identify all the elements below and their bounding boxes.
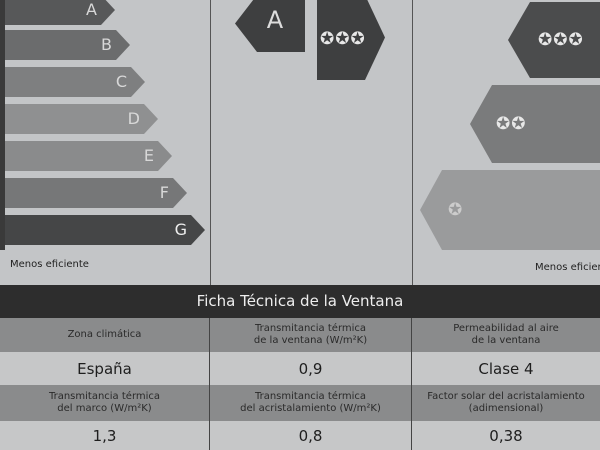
class-bar-c: C [5,67,145,97]
table-value-row: España 0,9 Clase 4 [0,352,600,385]
table-value-row: 1,3 0,8 0,38 [0,421,600,450]
less-efficient-label: Menos eficiente [10,259,89,270]
header-cell: Factor solar del acristalamiento (adimen… [412,385,600,421]
header-cell: Transmitancia térmica del acristalamient… [210,385,412,421]
value-cell: 0,9 [210,352,412,385]
table-header-row: Zona climática Transmitancia térmica de … [0,318,600,352]
scale-edge [0,0,5,250]
class-bar-a: A [5,0,115,25]
value-cell: 0,38 [412,421,600,450]
table-header-row: Transmitancia térmica del marco (W/m²K) … [0,385,600,421]
window-class-badge: A [235,0,305,52]
divider [210,0,211,285]
value-cell: 0,8 [210,421,412,450]
value-cell: 1,3 [0,421,210,450]
permeability-level-3: ✪✪✪ [508,2,600,78]
header-cell: Transmitancia térmica del marco (W/m²K) [0,385,210,421]
class-bar-d: D [5,104,158,134]
less-efficient-label-right: Menos eficiente [535,262,600,273]
permeability-level-2: ✪✪ [470,85,600,163]
value-cell: España [0,352,210,385]
divider [412,0,413,285]
class-bar-e: E [5,141,172,171]
header-cell: Transmitancia térmica de la ventana (W/m… [210,318,412,352]
class-bar-f: F [5,178,187,208]
window-stars-badge: ✪✪✪ [317,0,385,80]
header-cell: Permeabilidad al aire de la ventana [412,318,600,352]
permeability-level-1: ✪ [420,170,600,250]
table-title: Ficha Técnica de la Ventana [0,285,600,318]
class-bar-g: G [5,215,205,245]
header-cell: Zona climática [0,318,210,352]
class-bar-b: B [5,30,130,60]
value-cell: Clase 4 [412,352,600,385]
